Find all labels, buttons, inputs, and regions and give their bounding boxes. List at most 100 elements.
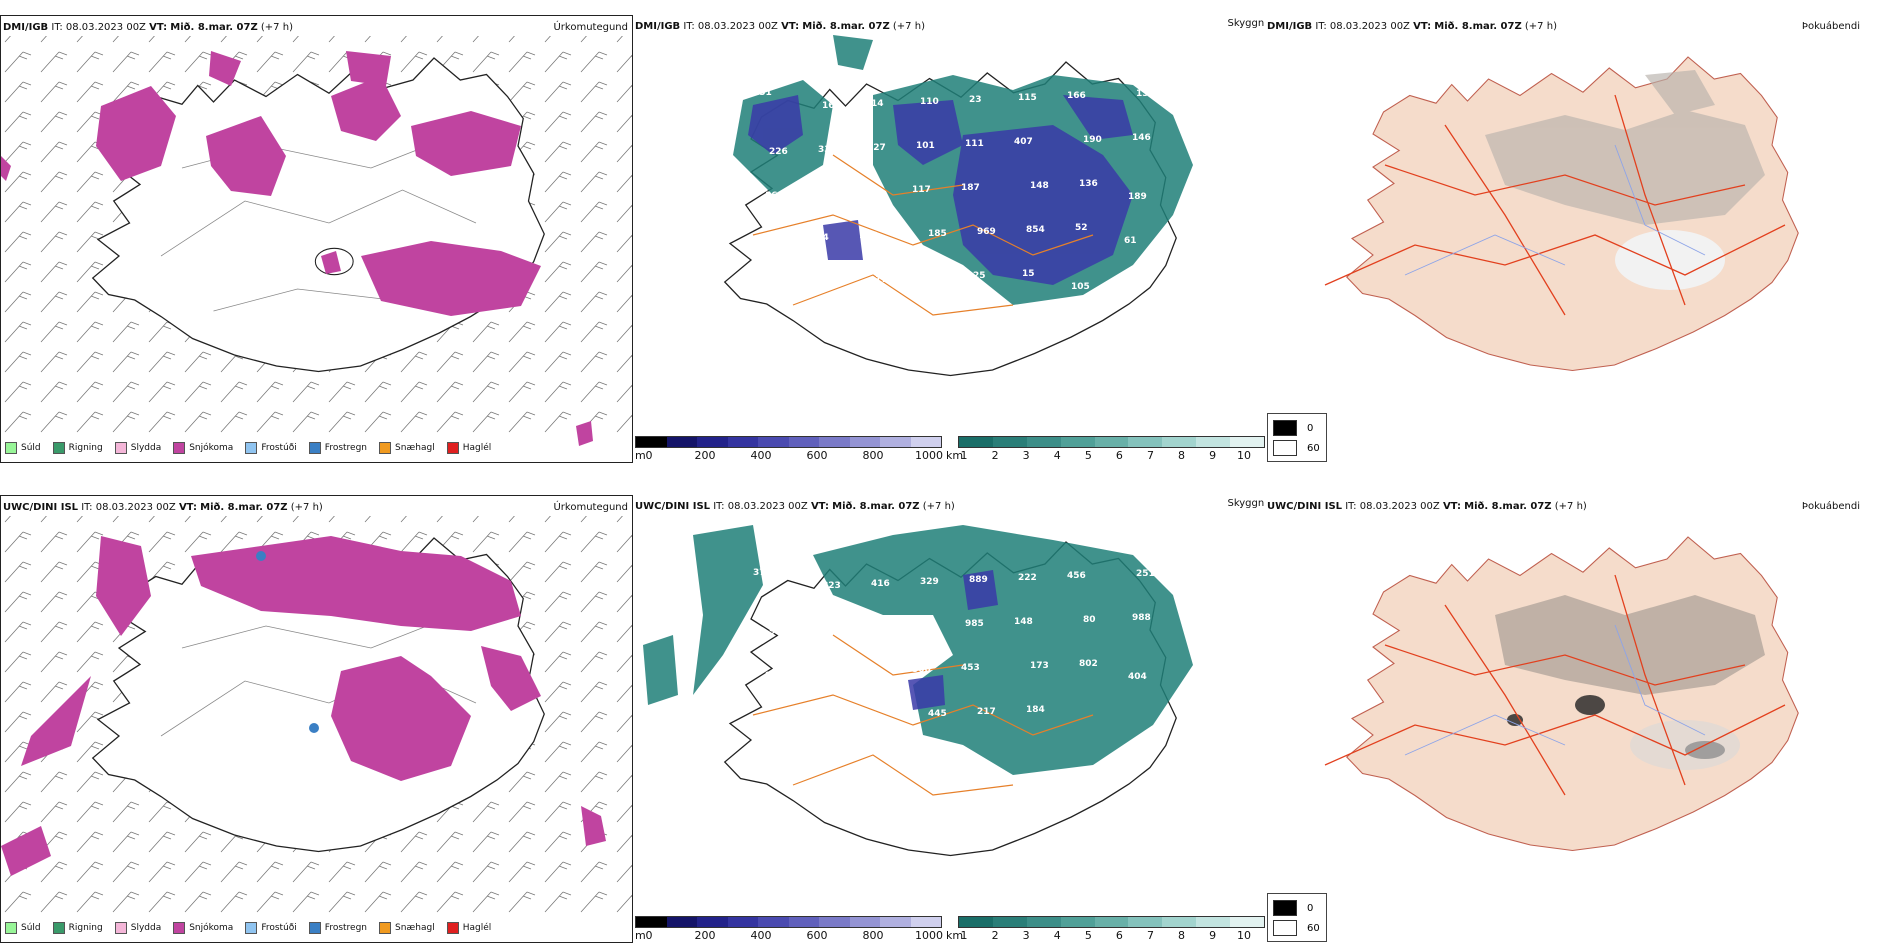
cloud-base-areas [908,570,998,710]
cloud-base-value: 220 [761,235,780,245]
cloud-panel-top: DMI/IGB IT: 08.03.2023 00Z VT: Mið. 8.ma… [633,15,1265,463]
fog-panel-top: DMI/IGB IT: 08.03.2023 00Z VT: Mið. 8.ma… [1265,15,1900,463]
cloud-base-value: 217 [977,707,996,717]
cloudbase-colorbar: m 0 200 400 600 800 1000 [635,436,943,462]
snowfall-areas [1,536,606,876]
cloud-base-value: 110 [920,97,939,107]
cloud-base-value: 139 [863,187,882,197]
legend-item-6: Snæhagl [379,442,435,454]
cloud-base-value: 969 [977,227,996,237]
cloud-base-value: 15 [1022,269,1035,279]
cloud-base-value: 93 [765,671,778,681]
cloud-base-value: 52 [1075,223,1088,233]
panel-header: DMI/IGB IT: 08.03.2023 00Z VT: Mið. 8.ma… [1267,21,1557,32]
panel-header: UWC/DINI ISL IT: 08.03.2023 00Z VT: Mið.… [3,502,323,513]
cloud-base-value: 416 [871,579,890,589]
cloud-base-value: 251 [1136,569,1155,579]
panel-title: Skyggni [1227,498,1265,509]
precip-map [1,516,632,916]
cloud-base-value: 150 [814,189,833,199]
cloud-base-value: 404 [1128,672,1147,682]
cloud-base-value: 315 [916,621,935,631]
cloud-base-value: 274 [810,233,829,243]
panel-title: Þokuábendi [1801,21,1860,32]
cloudbase-colorbar: m 0 200 400 600 800 1000 [635,916,943,942]
cloud-base-value: 136 [1079,179,1098,189]
fog-legend-bottom: 0 60 [1267,893,1327,942]
cloud-base-value: 161 [765,191,784,201]
cloud-base-value: 105 [1071,282,1090,292]
precip-legend: Súld Rigning Slydda Snjókoma Frostúði Fr… [5,442,503,454]
cloud-base-value: 190 [1083,135,1102,145]
panel-header: UWC/DINI ISL IT: 08.03.2023 00Z VT: Mið.… [1267,501,1587,512]
cloud-base-value: 854 [1026,225,1045,235]
legend-item-7: Haglél [446,442,491,454]
cloud-base-value: 185 [928,229,947,239]
cloud-base-value: 241 [810,713,829,723]
legend-item-0: Súld [5,922,41,934]
cloud-base-value: 27 [863,667,876,677]
cloud-base-value: 99 [1120,280,1133,290]
legend-item-5: Frostregn [308,922,367,934]
cloud-base-value: 132 [1136,89,1155,99]
legend-item-4: Frostúði [245,442,297,454]
fog-legend-top: 0 60 [1267,413,1327,462]
cloud-base-value: 111 [965,139,984,149]
panel-title: Úrkomutegund [553,22,628,33]
cloud-base-value: 823 [822,581,841,591]
legend-item-0: Súld [5,442,41,454]
cloud-base-value: 339 [867,623,886,633]
cloud-base-value: 255 [761,715,780,725]
cloud-map: 151 161 14 110 23 115 166 132 226 330 127 101 111 407… [724,35,1193,377]
panel-header: DMI/IGB IT: 08.03.2023 00Z VT: Mið. 8.ma… [3,22,293,33]
fog-map [1324,56,1799,372]
cloud-base-value: 1000 [818,625,843,635]
cloud-base-value: 101 [916,141,935,151]
precip-panel-top: DMI/IGB IT: 08.03.2023 00Z VT: Mið. 8.ma… [0,15,633,463]
cloud-base-value: 184 [1026,705,1045,715]
cloud-base-value: 802 [1079,659,1098,669]
glacier [1615,230,1725,290]
cloud-base-value: 151 [753,88,772,98]
legend-item-1: Rigning [52,922,103,934]
legend-item-2: Slydda [114,922,161,934]
cloud-base-value: 257 [806,277,825,287]
cloud-base-value: 115 [1018,93,1037,103]
snowfall-areas [1,51,593,446]
fog-areas [1495,595,1765,695]
legend-item-1: Rigning [52,442,103,454]
cloud-base-value: 407 [1014,137,1033,147]
cloud-base-value: 161 [822,101,841,111]
cloud-panel-bottom: UWC/DINI ISL IT: 08.03.2023 00Z VT: Mið.… [633,495,1265,943]
panel-title: Skyggni [1227,18,1265,29]
legend-item-4: Frostúði [245,922,297,934]
cloud-base-value: 329 [920,577,939,587]
cloud-base-value: 148 [1030,181,1049,191]
cloud-base-value: 25 [973,271,986,281]
cloud-base-value: 14 [871,99,884,109]
cloud-base-value: 985 [965,619,984,629]
visibility-colorbar: km 1 2 3 4 5 6 7 8 9 10 [946,436,1265,462]
legend-item-7: Haglél [446,922,491,934]
cloud-base-value: 23 [969,95,982,105]
precip-legend: Súld Rigning Slydda Snjókoma Frostúði Fr… [5,922,503,934]
cloud-base-value: 373 [753,568,772,578]
cloud-base-value: 189 [1128,192,1147,202]
cloud-base-value: 79 [924,273,937,283]
visibility-colorbar: km 1 2 3 4 5 6 7 8 9 10 [946,916,1265,942]
panel-header: DMI/IGB IT: 08.03.2023 00Z VT: Mið. 8.ma… [635,21,925,32]
cloud-base-value: 445 [928,709,947,719]
cloud-base-value: 158 [859,231,878,241]
legend-item-6: Snæhagl [379,922,435,934]
panel-title: Úrkomutegund [553,502,628,513]
cloud-base-value: 187 [961,183,980,193]
cloud-base-value: 500 [912,665,931,675]
cloud-map: 373 823 416 329 889 222 456 251 924 1000 339 315 985… [643,525,1193,857]
cloud-base-value: 166 [1067,91,1086,101]
legend-item-5: Frostregn [308,442,367,454]
cloud-base-value: 988 [1132,613,1151,623]
cloud-base-value: 146 [1132,133,1151,143]
panel-title: Þokuábendi [1801,501,1860,512]
cloud-base-value: 453 [961,663,980,673]
cloud-base-value: 80 [1083,615,1096,625]
